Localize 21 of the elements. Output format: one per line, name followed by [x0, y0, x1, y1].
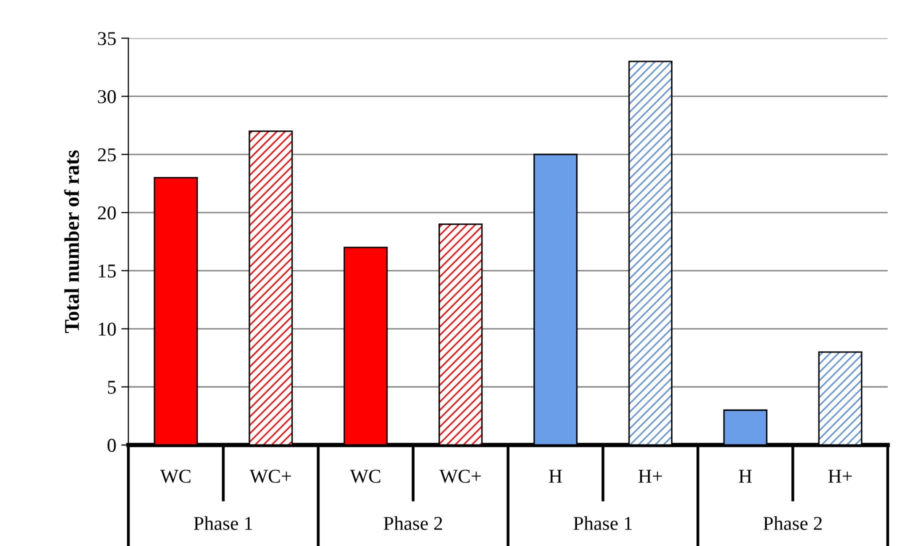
x-tick-label: H [549, 470, 562, 483]
x-tick-label: H+ [828, 470, 852, 483]
x-tick-label: WC [160, 470, 190, 483]
y-tick-label: 20 [98, 206, 116, 220]
y-tick-label: 5 [108, 380, 116, 394]
y-tick-label: 10 [98, 322, 116, 336]
x-tick-label: WC [350, 470, 380, 483]
y-tick-label: 0 [108, 438, 116, 452]
y-axis-title: Total number of rats [64, 150, 80, 334]
text: Phase 1 [574, 516, 632, 530]
text: Phase 2 [763, 516, 822, 530]
text: Phase 2 [384, 516, 442, 530]
text: Phase 1 [194, 516, 252, 530]
x-tick-label: H [738, 470, 752, 483]
x-tick-label: WC+ [250, 470, 291, 483]
x-tick-label: H+ [638, 470, 662, 483]
y-tick-label: 15 [98, 264, 116, 278]
x-tick-label: WC+ [439, 470, 481, 483]
y-tick-label: 25 [98, 148, 116, 162]
y-tick-label: 35 [98, 32, 116, 46]
y-tick-label: 30 [98, 90, 116, 104]
